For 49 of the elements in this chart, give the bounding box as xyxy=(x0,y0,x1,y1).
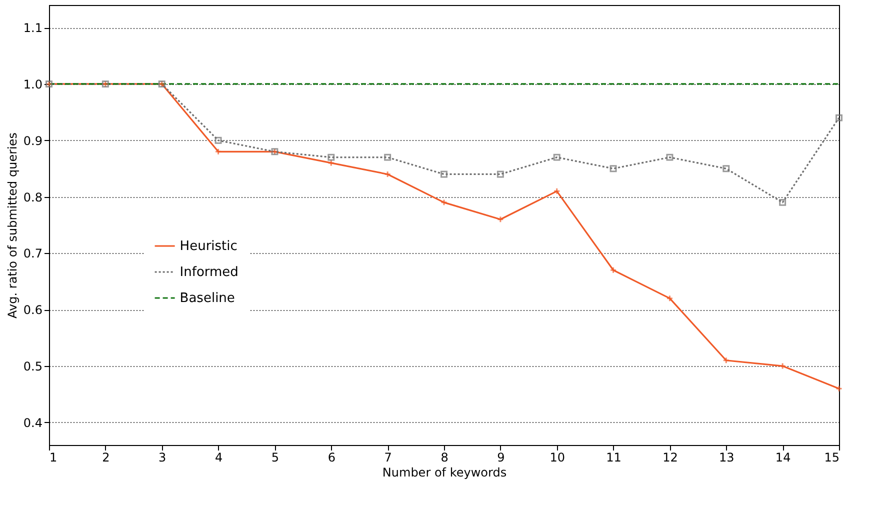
point xyxy=(328,154,335,161)
x-tick-label: 9 xyxy=(497,450,505,464)
x-tick-label: 13 xyxy=(719,450,734,464)
point xyxy=(836,114,842,122)
x-tick-label: 11 xyxy=(606,450,622,464)
y-tick-label: 0.8 xyxy=(23,190,42,204)
x-tick-label: 2 xyxy=(102,450,110,464)
point xyxy=(666,294,674,302)
x-tick-label: 15 xyxy=(824,450,840,464)
point xyxy=(779,362,786,370)
point xyxy=(610,266,617,274)
point xyxy=(496,170,504,178)
x-tick-label: 8 xyxy=(440,450,448,464)
point xyxy=(722,356,730,364)
point xyxy=(440,198,448,206)
x-tick-label: 1 xyxy=(50,450,58,464)
point xyxy=(214,148,222,156)
point xyxy=(496,216,504,223)
y-tick-label: 0.7 xyxy=(23,246,42,261)
legend-label: Informed xyxy=(180,265,238,280)
x-tick-label: 10 xyxy=(550,450,565,464)
point xyxy=(214,136,222,144)
y-tick-label: 0.9 xyxy=(23,134,42,148)
x-axis-title: Number of keywords xyxy=(382,466,507,480)
point xyxy=(553,154,560,161)
x-tick-label: 6 xyxy=(328,450,336,464)
y-tick-label: 1.0 xyxy=(23,77,42,92)
x-tick-label: 4 xyxy=(214,450,223,464)
point xyxy=(666,154,674,161)
legend-label: Baseline xyxy=(180,291,235,306)
y-tick-label: 1.1 xyxy=(23,21,42,36)
x-tick-label: 3 xyxy=(158,450,166,464)
point xyxy=(610,165,617,172)
point xyxy=(384,154,392,161)
x-tick-label: 12 xyxy=(662,450,678,464)
y-axis-title: Avg. ratio of submitted queries xyxy=(5,132,20,318)
x-tick-label: 5 xyxy=(271,450,280,464)
x-tick-label: 14 xyxy=(775,450,791,464)
y-tick-label: 0.6 xyxy=(23,303,42,318)
point xyxy=(384,170,392,178)
legend-label: Heuristic xyxy=(180,239,238,254)
point xyxy=(440,170,448,178)
y-tick-label: 0.4 xyxy=(23,416,42,430)
point xyxy=(328,159,335,166)
point xyxy=(553,188,560,195)
point xyxy=(779,198,786,206)
point xyxy=(722,165,730,172)
y-tick-label: 0.5 xyxy=(23,360,42,374)
x-tick-label: 7 xyxy=(384,450,392,464)
